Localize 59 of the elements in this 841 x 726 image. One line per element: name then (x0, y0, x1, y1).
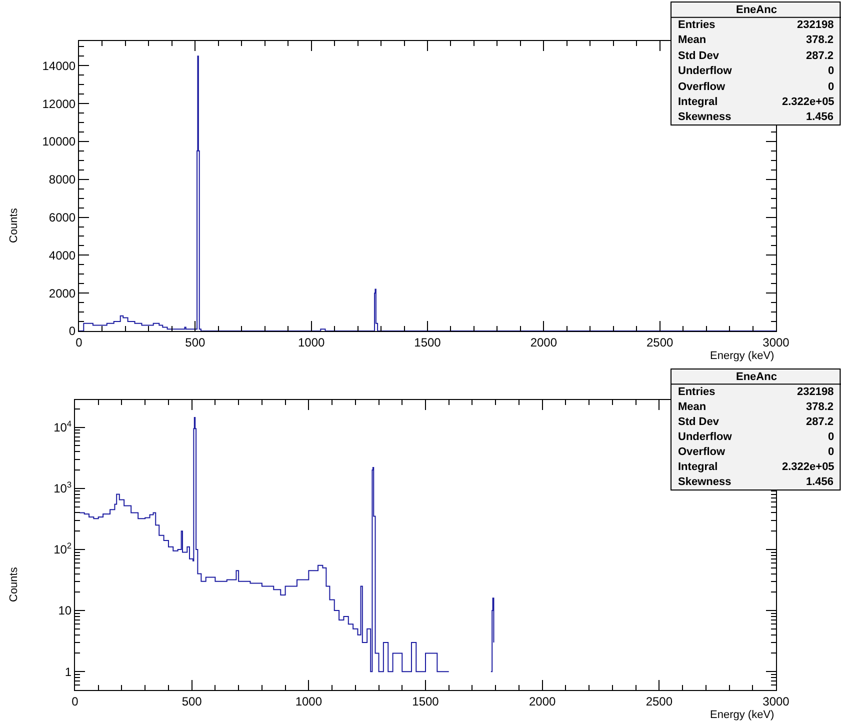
y-tick-label: 1 (64, 664, 72, 679)
y-tick-label: 10$^{2}$ (54, 540, 72, 557)
x-tick-label: 2000 (528, 694, 556, 708)
text: EneAnc (736, 371, 777, 383)
x-tick-label: 1000 (298, 335, 325, 350)
annotation: Overflow (678, 81, 726, 93)
annotation: Mean (678, 34, 706, 46)
annotation: Underflow (678, 431, 732, 443)
text: EneAnc (736, 4, 777, 16)
x-tick-label: 1000 (295, 694, 322, 708)
annotation: Underflow (678, 65, 732, 77)
text: 287.2 (806, 416, 834, 428)
x-tick-label: 2000 (530, 335, 558, 350)
text: 232198 (797, 19, 834, 31)
text: 0 (828, 65, 834, 77)
text: 1.456 (806, 111, 834, 123)
x-tick-label: 500 (182, 694, 202, 708)
annotation: Overflow (678, 446, 726, 458)
x-tick-label: 3000 (762, 335, 790, 350)
y-axis-title: Counts (8, 208, 20, 243)
annotation: Integral (678, 461, 718, 473)
y-tick-label: 2000 (48, 286, 76, 300)
text: 232198 (797, 386, 834, 398)
annotation: Mean (678, 401, 706, 413)
text: 1.456 (806, 476, 834, 488)
text: 378.2 (806, 34, 834, 46)
y-axis-title: Counts (8, 566, 20, 602)
x-tick-label: 2500 (646, 335, 674, 350)
annotation: Skewness (678, 111, 732, 123)
y-tick-label: 10 (58, 604, 72, 618)
text: 287.2 (806, 50, 834, 62)
x-tick-label: 500 (185, 335, 206, 350)
y-tick-label: 4000 (48, 248, 76, 262)
text: 378.2 (806, 401, 834, 413)
y-tick-label: 10$^{4}$ (54, 418, 72, 435)
x-axis-title: Energy (keV) (710, 350, 774, 362)
annotation: Std Dev (678, 416, 720, 428)
x-tick-label: 1500 (414, 335, 442, 350)
x-tick-label: 2500 (646, 694, 673, 708)
x-axis-title: Energy (keV) (710, 709, 774, 721)
y-tick-label: 6000 (48, 210, 76, 224)
text: 2.322e+05 (782, 461, 834, 473)
text: 0 (828, 431, 834, 443)
annotation: Integral (678, 96, 718, 108)
annotation: Skewness (678, 476, 732, 488)
y-tick-label: 8000 (48, 172, 76, 187)
y-tick-label: 14000 (42, 58, 76, 73)
x-tick-label: 1500 (412, 694, 440, 708)
y-tick-label: 10000 (42, 134, 76, 149)
text: 0 (828, 446, 834, 458)
text: Entries (678, 386, 716, 398)
text: 0 (828, 81, 834, 93)
y-tick-label: 12000 (42, 96, 76, 111)
x-tick-label: 3000 (762, 694, 790, 708)
annotation: Std Dev (678, 50, 720, 62)
y-tick-label: 0 (68, 324, 76, 338)
text: Entries (678, 19, 716, 31)
y-tick-label: 10$^{3}$ (54, 480, 72, 496)
text: 2.322e+05 (782, 96, 834, 108)
